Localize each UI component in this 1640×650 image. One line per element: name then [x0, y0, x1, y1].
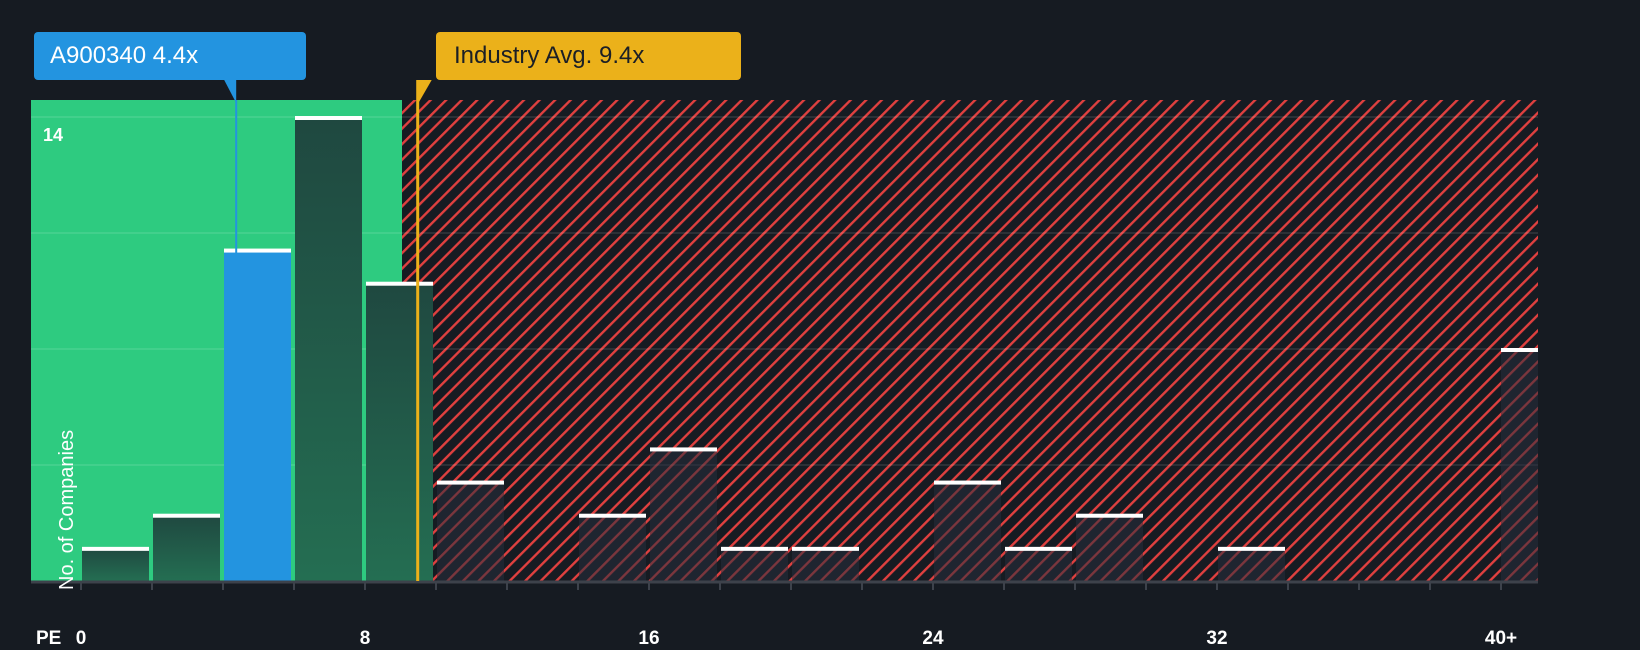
histogram-bars: [82, 116, 1538, 582]
x-tick-label: 16: [638, 628, 660, 649]
y-axis-label: No. of Companies: [56, 429, 78, 590]
x-axis: [31, 580, 1538, 590]
bar-24-26: [934, 480, 1001, 581]
bar-14-16: [579, 513, 646, 581]
company-pe-callout: A900340 4.4x: [34, 32, 306, 80]
x-axis-label: PE: [36, 628, 62, 649]
bar-6-8: [295, 116, 362, 581]
x-tick-label: 0: [75, 628, 87, 649]
x-tick-label: 32: [1206, 628, 1228, 649]
bar-4-6: [224, 248, 291, 582]
bar-20-22: [792, 546, 859, 581]
bar-18-20: [721, 546, 788, 581]
marker-lines: [224, 80, 432, 581]
x-tick-label: 24: [922, 628, 944, 649]
bar-0-2: [82, 546, 149, 581]
bar-32-34: [1218, 546, 1285, 581]
bar-28-30: [1076, 513, 1143, 581]
bar-40+: [1501, 348, 1538, 581]
bar-26-28: [1005, 546, 1072, 581]
bar-8-10: [366, 281, 433, 581]
y-axis-max-tick: 14: [43, 125, 64, 145]
x-tick-label: 40+: [1484, 628, 1518, 649]
x-tick-label: 8: [359, 628, 371, 649]
bar-2-4: [153, 513, 220, 581]
bar-16-18: [650, 447, 717, 581]
bar-10-12: [437, 480, 504, 581]
industry-avg-callout: Industry Avg. 9.4x: [436, 32, 741, 80]
